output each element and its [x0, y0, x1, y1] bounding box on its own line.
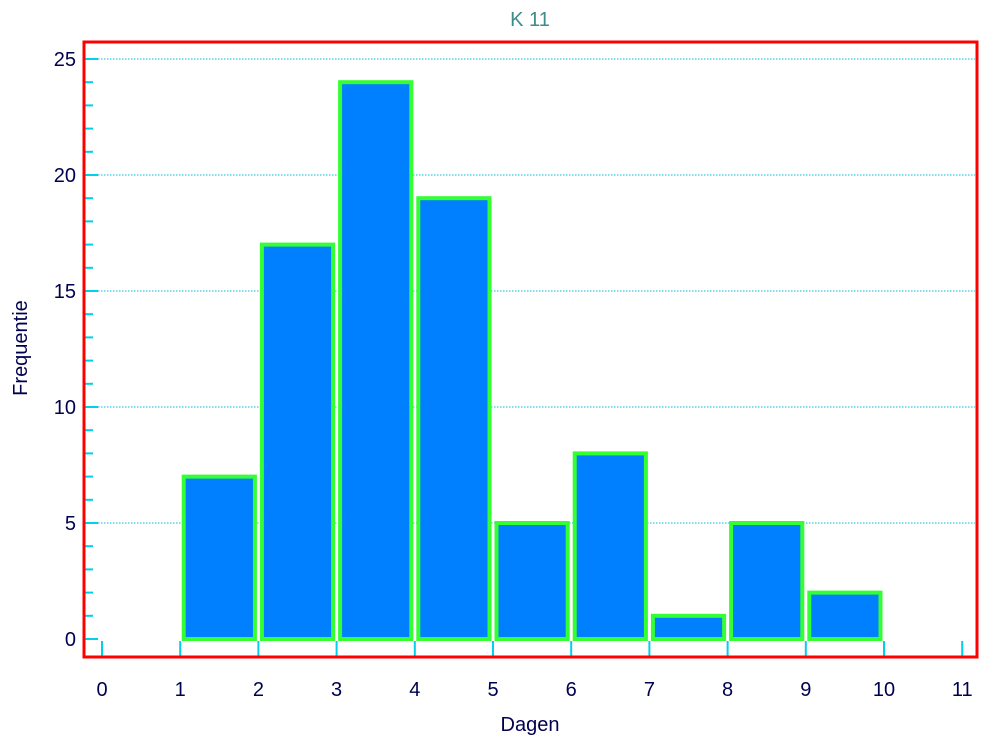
x-tick-label-10: 10: [873, 679, 895, 701]
bar-8-9: [729, 521, 805, 641]
x-tick-label-8: 8: [722, 679, 733, 701]
x-tick-labels: 0 1 2 3 4 5 6 7 8 9 10 11: [96, 679, 972, 701]
bars: [181, 80, 883, 641]
y-tick-label-5: 5: [65, 513, 76, 535]
plot-frame: [82, 40, 979, 659]
grid-lines: [86, 58, 975, 524]
x-tick-label-11: 11: [952, 679, 973, 701]
y-axis-label: Frequentie: [10, 300, 32, 396]
y-tick-label-25: 25: [54, 49, 76, 71]
bar-7-8: [650, 613, 727, 641]
bar-9-10: [807, 590, 883, 641]
bar-3-4: [338, 80, 414, 641]
bar-4-5: [416, 196, 492, 641]
x-tick-label-1: 1: [175, 679, 186, 701]
y-tick-label-15: 15: [54, 281, 76, 303]
x-tick-label-0: 0: [96, 679, 107, 701]
x-tick-label-9: 9: [800, 679, 811, 701]
x-tick-label-7: 7: [644, 679, 655, 701]
x-tick-label-3: 3: [331, 679, 342, 701]
y-tick-label-10: 10: [54, 397, 76, 419]
y-tick-label-20: 20: [54, 165, 76, 187]
x-tick-label-6: 6: [566, 679, 577, 701]
x-tick-label-4: 4: [409, 679, 420, 701]
y-tick-labels: 0 5 10 15 20 25: [54, 49, 76, 651]
axis-ticks: [85, 58, 964, 656]
bar-1-2: [181, 474, 257, 641]
x-axis-label: Dagen: [501, 714, 560, 736]
bar-2-3: [259, 242, 336, 641]
x-tick-label-2: 2: [253, 679, 264, 701]
y-tick-label-0: 0: [65, 629, 76, 651]
x-tick-label-5: 5: [487, 679, 498, 701]
chart-title: K 11: [510, 9, 550, 31]
bar-6-7: [572, 451, 648, 641]
bar-5-6: [494, 521, 570, 641]
